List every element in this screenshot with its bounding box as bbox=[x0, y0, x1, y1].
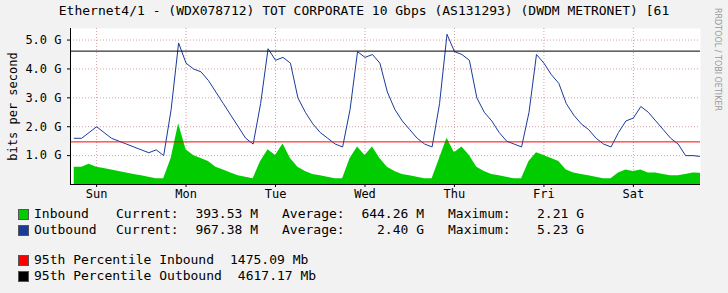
html-text:2.40 G: 2.40 G bbox=[377, 222, 424, 237]
html-text:95th Percentile Inbound: 95th Percentile Inbound bbox=[34, 252, 214, 267]
html-text:Average:: Average: bbox=[282, 222, 345, 237]
html-text:4617.17 Mb: 4617.17 Mb bbox=[237, 268, 317, 283]
html-text:5.23 G: 5.23 G bbox=[537, 222, 584, 237]
html-text:Maximum:: Maximum: bbox=[448, 206, 511, 221]
svg-text:Sat: Sat bbox=[623, 187, 645, 200]
svg-text:4.0 G: 4.0 G bbox=[25, 62, 61, 76]
html-text:1475.09 Mb: 1475.09 Mb bbox=[230, 252, 309, 267]
html-text:RRDTOOL / TOBI OETIKER: RRDTOOL / TOBI OETIKER bbox=[713, 8, 722, 111]
html-text:Outbound: Outbound bbox=[34, 222, 97, 237]
html-text:644.26 M: 644.26 M bbox=[361, 206, 424, 221]
svg-text:1.0 G: 1.0 G bbox=[25, 148, 61, 162]
html-text:Current:: Current: bbox=[116, 206, 179, 221]
svg-text:2.0 G: 2.0 G bbox=[25, 120, 61, 134]
html-text:Average:: Average: bbox=[282, 206, 345, 221]
html-text:393.53 M: 393.53 M bbox=[195, 206, 258, 221]
svg-text:bits per second: bits per second bbox=[6, 52, 20, 160]
html-text:2.21 G: 2.21 G bbox=[537, 206, 584, 221]
svg-text:Tue: Tue bbox=[265, 187, 287, 200]
html-text:Current:: Current: bbox=[116, 222, 179, 237]
svg-text:Thu: Thu bbox=[444, 187, 466, 200]
html-text:Inbound: Inbound bbox=[34, 206, 89, 221]
svg-text:Fri: Fri bbox=[533, 187, 555, 200]
html-text:Maximum:: Maximum: bbox=[448, 222, 511, 237]
svg-text:Wed: Wed bbox=[354, 187, 376, 200]
svg-text:3.0 G: 3.0 G bbox=[25, 91, 61, 105]
html-text:95th Percentile Outbound: 95th Percentile Outbound bbox=[34, 268, 222, 283]
html-text:967.38 M: 967.38 M bbox=[195, 222, 258, 237]
svg-text:5.0 G: 5.0 G bbox=[25, 33, 61, 47]
svg-text:Sun: Sun bbox=[86, 187, 108, 200]
svg-text:Mon: Mon bbox=[175, 187, 197, 200]
html-text:Ethernet4/1 - (WDX078712) TOT: Ethernet4/1 - (WDX078712) TOT CORPORATE … bbox=[58, 3, 670, 18]
